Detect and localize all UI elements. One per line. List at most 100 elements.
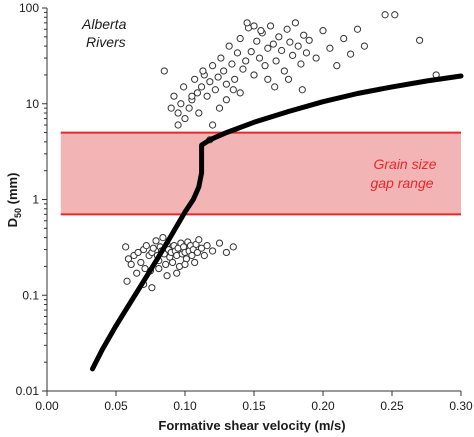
- y-tick-label: 0.01: [16, 384, 40, 398]
- data-point: [289, 51, 297, 59]
- data-point: [123, 277, 131, 285]
- data-point: [195, 109, 203, 117]
- data-point: [162, 260, 170, 268]
- y-tick-label: 100: [19, 1, 39, 15]
- data-point: [168, 258, 177, 267]
- data-point: [134, 248, 142, 257]
- data-point: [312, 54, 320, 62]
- data-point: [199, 67, 207, 75]
- data-point: [155, 264, 163, 273]
- data-point: [250, 22, 258, 30]
- data-point: [286, 38, 294, 46]
- y-axis-title-main: D: [5, 218, 20, 227]
- data-point: [242, 57, 250, 65]
- data-point: [347, 50, 355, 58]
- data-point: [149, 244, 157, 252]
- data-point: [215, 104, 224, 112]
- data-point: [266, 22, 275, 30]
- data-point: [250, 71, 258, 79]
- data-point: [122, 243, 130, 251]
- data-point: [264, 75, 272, 83]
- y-tick-label: 0.1: [22, 288, 39, 302]
- data-point: [180, 83, 188, 91]
- data-point: [291, 19, 299, 27]
- data-point: [195, 236, 203, 244]
- data-point: [167, 104, 175, 112]
- data-point: [181, 114, 189, 123]
- x-axis-title: Formative shear velocity (m/s): [158, 418, 345, 433]
- y-tick-label: 1: [32, 193, 39, 207]
- data-point: [177, 100, 185, 108]
- data-point: [272, 57, 280, 65]
- data-point: [174, 109, 182, 117]
- annotation-title-line1: Alberta: [81, 16, 127, 32]
- data-point: [255, 54, 264, 62]
- data-point: [222, 248, 230, 257]
- data-point: [271, 83, 279, 91]
- data-point: [275, 33, 283, 41]
- data-point: [228, 60, 236, 68]
- data-point: [174, 121, 182, 129]
- data-point: [222, 80, 230, 88]
- data-point: [300, 31, 308, 39]
- data-point: [333, 62, 341, 70]
- data-point: [305, 36, 313, 44]
- data-point: [185, 104, 193, 112]
- data-point: [239, 65, 247, 73]
- data-point: [209, 121, 217, 129]
- x-tick-label: 0.20: [311, 399, 335, 413]
- data-point: [142, 242, 150, 250]
- data-point: [319, 27, 327, 35]
- gap-band-layer: [60, 131, 462, 216]
- data-point: [236, 89, 244, 97]
- data-point: [214, 73, 222, 81]
- data-point: [160, 67, 168, 75]
- data-point: [170, 92, 178, 100]
- data-point: [284, 75, 293, 83]
- x-tick-label: 0.05: [104, 399, 128, 413]
- data-point: [340, 34, 348, 43]
- data-point: [173, 269, 181, 277]
- data-point: [209, 247, 217, 255]
- x-tick-label: 0.00: [35, 399, 59, 413]
- data-point: [261, 62, 269, 70]
- data-point: [302, 49, 311, 57]
- data-point: [193, 248, 202, 257]
- data-point: [283, 25, 291, 33]
- data-point: [159, 234, 167, 242]
- data-point: [152, 237, 160, 245]
- data-point: [181, 260, 189, 268]
- data-point: [225, 42, 233, 50]
- data-point: [326, 44, 334, 52]
- y-axis-title-subscript: 50: [13, 208, 23, 218]
- data-point: [191, 258, 199, 267]
- y-axis-title-unit: (mm): [5, 173, 20, 208]
- data-point: [264, 44, 272, 52]
- data-point: [297, 60, 305, 68]
- fitted-curve: [90, 73, 464, 372]
- data-point: [206, 78, 214, 86]
- data-point: [391, 11, 399, 19]
- band-label-line2: gap range: [370, 175, 433, 191]
- data-point: [280, 67, 288, 75]
- data-point: [247, 48, 255, 56]
- data-point: [191, 75, 199, 83]
- x-tick-label: 0.25: [380, 399, 404, 413]
- x-tick-label: 0.10: [173, 399, 197, 413]
- data-point: [298, 86, 306, 94]
- data-point: [257, 27, 265, 35]
- data-point: [278, 46, 286, 55]
- data-point: [203, 242, 211, 250]
- text-layer: Alberta Rivers Grain size gap range Form…: [5, 16, 437, 433]
- data-point: [193, 89, 202, 97]
- data-point: [211, 86, 219, 94]
- annotation-title-line2: Rivers: [86, 34, 126, 50]
- data-point: [229, 86, 237, 94]
- data-point: [253, 37, 261, 45]
- x-tick-label: 0.15: [242, 399, 266, 413]
- data-point: [222, 96, 230, 104]
- data-point: [209, 62, 217, 70]
- data-point: [220, 67, 228, 75]
- axes-layer: 0.01 0.1 1 10 100 0.00 0.05 0.10 0.15 0.20 0.25 0.3…: [16, 1, 473, 413]
